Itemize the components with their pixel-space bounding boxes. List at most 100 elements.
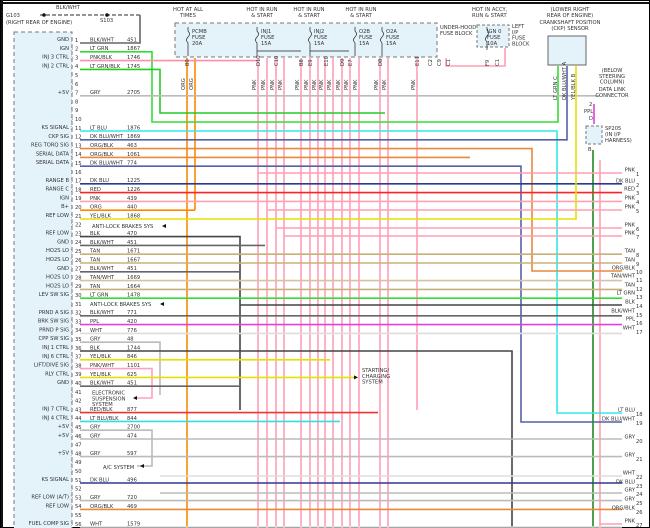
pin-terminal xyxy=(70,152,73,157)
pin-label: REF LOW xyxy=(46,503,69,509)
terminal-label: D9 xyxy=(340,59,346,66)
ckp-pin-label: LT GRN C xyxy=(553,76,559,100)
wire-circuit: 496 xyxy=(127,477,137,483)
right-terminal-number: 11 xyxy=(636,278,643,284)
wire-circuit: 1225 xyxy=(127,178,140,184)
terminal-label: C1 xyxy=(446,59,452,66)
pin-number: 52 xyxy=(75,487,82,493)
pin-label: GND xyxy=(57,239,69,245)
pin-number: 8 xyxy=(75,99,78,105)
pin-label: RANGE B xyxy=(46,178,70,184)
pin-terminal xyxy=(70,81,73,87)
fuse-label: FUSE xyxy=(359,35,372,41)
pin-terminal xyxy=(70,512,73,518)
right-terminal-color: TAN/WHT xyxy=(610,274,636,280)
pin-terminal xyxy=(70,336,73,342)
pin-terminal xyxy=(70,407,73,412)
pin-label: PRND A SIG xyxy=(39,310,69,316)
pin-terminal xyxy=(70,46,73,52)
pin-label: +5V xyxy=(58,424,70,430)
wire-circuit: 451 xyxy=(127,266,137,272)
label-line: (IN I/P xyxy=(605,132,621,138)
wire-color: ORG/BLK xyxy=(90,504,114,510)
wire-circuit: 877 xyxy=(127,407,137,413)
right-terminal-number: 2 xyxy=(636,183,639,189)
pin-terminal xyxy=(70,354,73,360)
label-line: & START xyxy=(251,13,274,19)
label-line: UNDER-HOOD xyxy=(440,25,476,31)
wire-color: LT BLU/BLK xyxy=(90,416,119,422)
right-terminal-number: 26 xyxy=(636,510,643,516)
wire-color: PNK/BLK xyxy=(90,55,113,61)
pin-label: INJ 3 CTRL xyxy=(42,55,69,61)
right-terminal-color: GRY xyxy=(625,435,636,441)
pin-label: INJ 7 CTRL xyxy=(42,407,69,413)
pin-label: KS SIGNAL xyxy=(41,477,69,483)
pin-number: 28 xyxy=(75,275,82,281)
wire-circuit: 844 xyxy=(127,416,138,422)
ckp-pin-label: DK BLU/WHT A xyxy=(562,61,568,100)
right-terminal-number: 17 xyxy=(636,330,643,336)
pin-number: 40 xyxy=(75,381,82,387)
pin-terminal xyxy=(70,204,73,210)
label-line: HOT IN RUN xyxy=(293,7,324,13)
fuse-icon xyxy=(308,27,312,56)
pin-terminal xyxy=(70,266,73,272)
pin-number: 1 xyxy=(75,38,78,44)
pin-terminal xyxy=(70,477,73,483)
system-reference[interactable]: A/C SYSTEM xyxy=(103,465,134,471)
pin-label: GND xyxy=(57,37,69,43)
pin-label: BRK SW SIG xyxy=(38,319,69,325)
label-line: RUN & START xyxy=(472,13,507,19)
pin-number: 42 xyxy=(75,399,82,405)
pin-terminal xyxy=(70,442,73,448)
wire-circuit: 451 xyxy=(127,381,137,387)
wire-color: RED xyxy=(90,187,101,193)
pin-terminal xyxy=(70,257,73,263)
pin-terminal xyxy=(70,37,73,43)
pin-terminal xyxy=(70,160,73,166)
wire-circuit: 463 xyxy=(127,143,137,149)
system-reference[interactable]: ELECTRONIC SUSPENSION SYSTEM xyxy=(92,391,126,409)
wire-circuit: 420 xyxy=(127,319,137,325)
label-line: & START xyxy=(298,13,321,19)
underhood-fuse-block xyxy=(174,22,438,58)
dlc-name: DATA LINK CONNECTOR xyxy=(595,87,629,99)
pin-label: INJ 1 CTRL xyxy=(42,345,69,351)
right-terminal-number: 15 xyxy=(636,313,643,319)
pin-number: 4 xyxy=(75,64,79,70)
pin-number: 54 xyxy=(75,504,82,510)
pin-terminal xyxy=(70,213,73,219)
right-terminal-number: 22 xyxy=(636,475,643,481)
right-terminal-color: WHT xyxy=(623,326,636,332)
wire-circuit: 1867 xyxy=(127,46,140,52)
pin-number: 2 xyxy=(75,47,78,53)
dlc-term: D xyxy=(589,116,593,122)
right-terminal-color: DK BLU xyxy=(616,480,635,486)
pin-terminal xyxy=(70,389,73,395)
wire-color: ORG/BLK xyxy=(90,143,114,149)
right-terminal-color: PNK xyxy=(625,519,636,525)
pin-number: 16 xyxy=(75,170,82,176)
wire-circuit: 1101 xyxy=(127,363,140,369)
system-reference[interactable]: STARTING/CHARGING SYSTEM xyxy=(362,368,390,386)
fuse-name: O2A xyxy=(386,29,397,35)
wire-circuit: 720 xyxy=(127,495,137,501)
wire-circuit: 1745 xyxy=(127,64,140,70)
right-terminal-color: PNK xyxy=(625,231,636,237)
pin-number: 29 xyxy=(75,284,82,290)
system-reference[interactable]: ANTI-LOCK BRAKES SYS xyxy=(90,302,151,308)
arrow-icon xyxy=(354,375,358,380)
fuse-rating: 15A xyxy=(386,41,397,47)
right-terminal-color: ORG/BLK xyxy=(612,506,636,512)
pin-label: FUEL COMP SIG xyxy=(29,521,69,527)
wire-circuit: 771 xyxy=(127,310,137,316)
label-line: DATA LINK xyxy=(599,87,626,93)
system-reference[interactable]: ANTI-LOCK BRAKES SYS xyxy=(92,224,153,230)
wire-color: GRY xyxy=(90,337,101,343)
pin-wire xyxy=(80,429,153,467)
label-line: & START xyxy=(350,13,373,19)
label-line: (CKP) SENSOR xyxy=(551,26,589,32)
pin-terminal xyxy=(70,398,73,404)
